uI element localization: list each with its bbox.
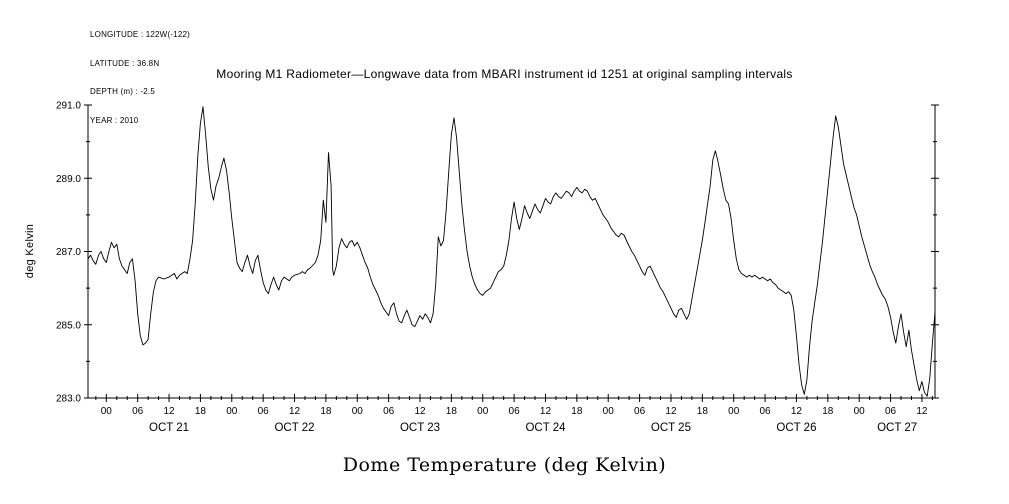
- axes: [87, 105, 936, 399]
- hour-tick-label: 06: [760, 406, 772, 417]
- bottom-title: Dome Temperature (deg Kelvin): [342, 454, 667, 476]
- y-tick-label: 291.0: [56, 101, 81, 112]
- hour-tick-label: 06: [383, 406, 395, 417]
- day-label: OCT 23: [400, 422, 440, 434]
- hour-tick-label: 12: [414, 406, 426, 417]
- hour-tick-label: 18: [571, 406, 583, 417]
- y-axis-ticks: [84, 104, 939, 399]
- hour-tick-label: 06: [634, 406, 646, 417]
- day-label: OCT 21: [149, 422, 189, 434]
- day-label: OCT 24: [525, 422, 566, 434]
- hour-tick-label: 12: [916, 406, 928, 417]
- x-axis-ticks: [95, 394, 933, 402]
- day-label: OCT 22: [274, 422, 314, 434]
- hour-tick-label: 06: [132, 406, 144, 417]
- hour-tick-label: 12: [791, 406, 803, 417]
- hour-tick-label: 00: [226, 406, 238, 417]
- hour-tick-label: 00: [728, 406, 740, 417]
- hour-tick-label: 06: [258, 406, 270, 417]
- hour-tick-label: 18: [822, 406, 834, 417]
- hour-tick-label: 06: [885, 406, 897, 417]
- y-tick-label: 289.0: [56, 174, 81, 185]
- hour-tick-label: 12: [540, 406, 552, 417]
- metadata-block: LONGITUDE : 122W(-122) LATITUDE : 36.8N …: [90, 11, 190, 144]
- y-tick-label: 285.0: [56, 320, 81, 331]
- hour-tick-label: 00: [603, 406, 615, 417]
- hour-tick-label: 12: [163, 406, 175, 417]
- hour-tick-label: 18: [320, 406, 332, 417]
- meta-longitude: LONGITUDE : 122W(-122): [90, 30, 190, 39]
- day-label: OCT 26: [776, 422, 816, 434]
- y-tick-labels: 283.0 285.0 287.0 289.0 291.0: [56, 101, 81, 405]
- hour-tick-label: 18: [195, 406, 207, 417]
- hour-tick-label: 12: [289, 406, 301, 417]
- hour-tick-label: 12: [665, 406, 677, 417]
- hour-tick-label: 00: [477, 406, 489, 417]
- hour-tick-label: 06: [509, 406, 521, 417]
- hour-tick-label: 00: [352, 406, 364, 417]
- meta-year: YEAR : 2010: [90, 115, 139, 125]
- hour-tick-label: 18: [697, 406, 709, 417]
- day-label: OCT 27: [877, 422, 917, 434]
- meta-latitude: LATITUDE : 36.8N: [90, 58, 160, 68]
- hour-tick-label: 00: [101, 406, 113, 417]
- day-labels: OCT 21 OCT 22 OCT 23 OCT 24 OCT 25 OCT 26 OCT …: [149, 422, 917, 434]
- x-tick-labels: 00 06 12 18 00 06 12 18 00 06 12 18 00 06 12 18 00 06 12 18…: [101, 406, 928, 417]
- hour-tick-label: 00: [854, 406, 866, 417]
- y-tick-label: 283.0: [56, 394, 81, 405]
- hour-tick-label: 18: [446, 406, 458, 417]
- temperature-series-line: [87, 106, 936, 397]
- day-label: OCT 25: [651, 422, 691, 434]
- chart-title: Mooring M1 Radiometer—Longwave data from…: [216, 67, 793, 81]
- meta-depth: DEPTH (m) : -2.5: [90, 87, 155, 96]
- y-tick-label: 287.0: [56, 247, 81, 258]
